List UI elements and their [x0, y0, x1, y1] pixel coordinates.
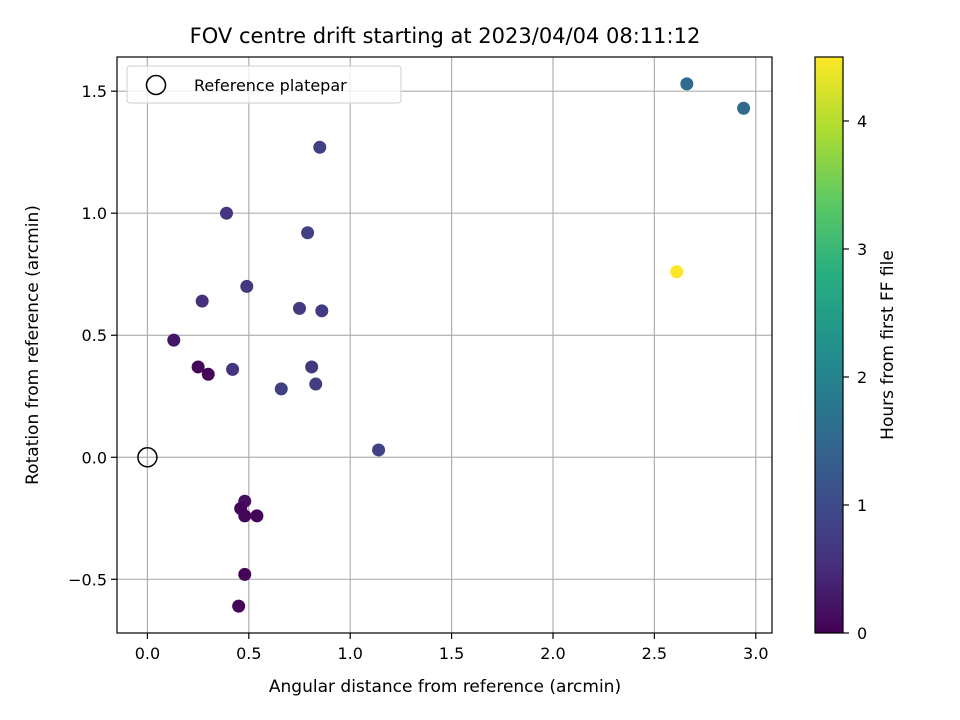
- data-point: [372, 443, 386, 457]
- data-point: [309, 377, 323, 391]
- legend-marker-reference: [145, 74, 167, 96]
- x-axis-label: Angular distance from reference (arcmin): [269, 677, 621, 697]
- data-point: [220, 206, 234, 220]
- data-point: [305, 360, 319, 374]
- colorbar-tick-label: 2: [857, 368, 867, 387]
- data-point: [240, 279, 254, 293]
- y-tick-label: 0.5: [82, 326, 107, 345]
- data-point: [670, 265, 684, 279]
- y-tick-label: 1.5: [82, 82, 107, 101]
- legend-box: [126, 65, 402, 104]
- data-point: [737, 101, 751, 115]
- data-point: [201, 367, 215, 381]
- x-tick-label: 3.0: [743, 644, 768, 663]
- data-point: [315, 304, 329, 318]
- x-axis-ticks: 0.0 0.5 1.0 1.5 2.0 2.5 3.0: [135, 633, 769, 663]
- data-point: [293, 301, 307, 315]
- data-point: [313, 140, 327, 154]
- data-point: [167, 333, 181, 347]
- x-tick-label: 1.0: [337, 644, 362, 663]
- data-point: [191, 360, 205, 374]
- data-point: [250, 509, 264, 523]
- y-axis-ticks: −0.5 0.0 0.5 1.0 1.5: [68, 82, 117, 589]
- colorbar-label: Hours from first FF file: [878, 250, 898, 440]
- x-tick-label: 0.0: [135, 644, 160, 663]
- x-tick-label: 2.0: [540, 644, 565, 663]
- data-point: [238, 567, 252, 581]
- scatter-points: [167, 77, 751, 613]
- data-point: [226, 362, 240, 376]
- data-point: [195, 294, 209, 308]
- legend-label-reference: Reference platepar: [194, 76, 347, 95]
- y-tick-label: 1.0: [82, 204, 107, 223]
- colorbar-ticks: 0 1 2 3 4: [843, 112, 867, 643]
- x-tick-label: 0.5: [236, 644, 261, 663]
- y-tick-label: −0.5: [68, 570, 107, 589]
- chart-title: FOV centre drift starting at 2023/04/04 …: [190, 24, 701, 48]
- data-point: [232, 599, 246, 613]
- x-tick-label: 1.5: [439, 644, 464, 663]
- colorbar-tick-label: 4: [857, 112, 867, 131]
- reference-platepar-marker: [137, 447, 158, 468]
- plot-frame: [116, 56, 773, 634]
- colorbar-tick-label: 3: [857, 240, 867, 259]
- data-point: [680, 77, 694, 91]
- y-tick-label: 0.0: [82, 448, 107, 467]
- data-point: [238, 509, 252, 523]
- legend: Reference platepar: [126, 65, 402, 104]
- colorbar: 0 1 2 3 4 Hours from first FF file: [814, 56, 898, 643]
- y-axis-label: Rotation from reference (arcmin): [23, 205, 43, 485]
- colorbar-tick-label: 1: [857, 496, 867, 515]
- data-point: [274, 382, 288, 396]
- colorbar-tick-label: 0: [857, 624, 867, 643]
- colorbar-gradient: [814, 56, 844, 634]
- x-tick-label: 2.5: [642, 644, 667, 663]
- grid-lines: [117, 57, 772, 633]
- data-point: [301, 226, 315, 240]
